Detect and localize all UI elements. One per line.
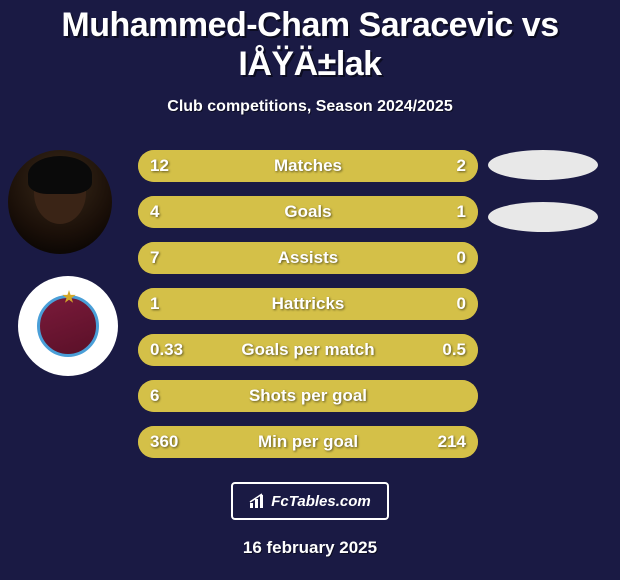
comparison-title: Muhammed-Cham Saracevic vs IÅŸÄ±lak: [0, 0, 620, 84]
stat-label: Goals: [138, 196, 478, 228]
comparison-panel: 122Matches 41Goals 70Assists 10Hattricks 0.3…: [0, 150, 620, 458]
stat-row: 0.330.5Goals per match: [138, 334, 478, 366]
bar-chart-icon: [249, 493, 267, 509]
player2-silhouette-icon: [488, 202, 598, 232]
club-crest-icon: [37, 295, 99, 357]
stat-row: 122Matches: [138, 150, 478, 182]
player1-silhouette-icon: [488, 150, 598, 180]
stat-label: Assists: [138, 242, 478, 274]
player2-club-badge: [18, 276, 118, 376]
stat-row: 41Goals: [138, 196, 478, 228]
player1-avatar: [8, 150, 112, 254]
comparison-date: 16 february 2025: [0, 538, 620, 558]
stat-row: 70Assists: [138, 242, 478, 274]
stat-row: 10Hattricks: [138, 288, 478, 320]
comparison-subtitle: Club competitions, Season 2024/2025: [0, 98, 620, 116]
branding-badge: FcTables.com: [231, 482, 389, 520]
stat-label: Shots per goal: [138, 380, 478, 412]
branding-text: FcTables.com: [271, 493, 370, 510]
stat-row: 6Shots per goal: [138, 380, 478, 412]
stat-label: Min per goal: [138, 426, 478, 458]
stat-label: Matches: [138, 150, 478, 182]
stat-label: Hattricks: [138, 288, 478, 320]
stat-bars: 122Matches 41Goals 70Assists 10Hattricks 0.3…: [138, 150, 478, 458]
stat-row: 360214Min per goal: [138, 426, 478, 458]
stat-label: Goals per match: [138, 334, 478, 366]
